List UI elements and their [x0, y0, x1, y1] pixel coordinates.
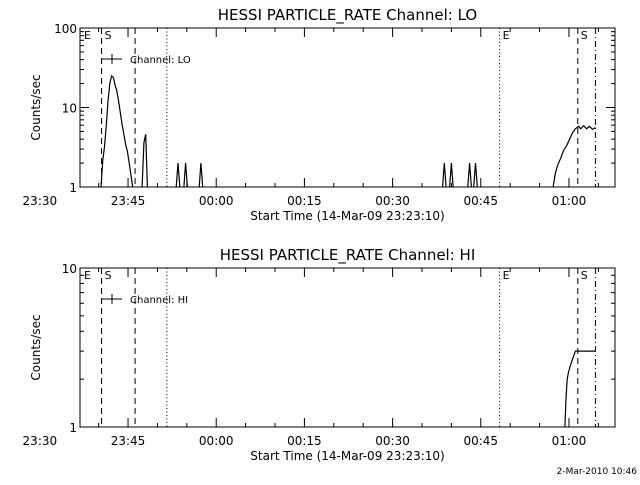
series-line — [467, 163, 472, 188]
event-marker-label: S — [581, 269, 588, 282]
x-tick-label: 23:45 — [111, 194, 146, 208]
event-marker-label: S — [105, 29, 112, 42]
x-tick-label: 01:00 — [552, 434, 587, 448]
event-marker-label: S — [105, 269, 112, 282]
event-marker-label: E — [503, 269, 510, 282]
x-tick-label: 00:30 — [375, 434, 410, 448]
plot-frame — [79, 267, 616, 428]
y-tick-label: 1 — [69, 421, 77, 435]
y-axis-label: Counts/sec — [29, 74, 43, 140]
series-line — [198, 163, 204, 188]
series-line — [552, 124, 596, 188]
x-tick-label: 00:15 — [287, 434, 322, 448]
event-marker-label: E — [84, 29, 91, 42]
event-marker-label: E — [503, 29, 510, 42]
x-tick-label: 00:45 — [463, 194, 498, 208]
x-tick-label: 23:45 — [111, 434, 146, 448]
x-axis-label: Start Time (14-Mar-09 23:23:10) — [250, 209, 444, 223]
y-tick-label: 100 — [54, 22, 77, 36]
panel-hi: HESSI PARTICLE_RATE Channel: HI 23:30 23:4… — [23, 246, 616, 463]
event-marker-label: E — [84, 269, 91, 282]
series-line — [442, 163, 447, 188]
series-line — [449, 163, 454, 188]
x-tick-label: 23:30 — [23, 194, 58, 208]
series-line — [141, 134, 148, 188]
series-line — [175, 163, 181, 188]
series-line — [473, 163, 478, 188]
legend-label: Channel: HI — [130, 295, 188, 306]
legend-label: Channel: LO — [130, 55, 191, 66]
panel-lo: HESSI PARTICLE_RATE Channel: LO 23:30 23:4… — [23, 6, 616, 223]
x-tick-label: 00:45 — [463, 434, 498, 448]
x-tick-label: 00:15 — [287, 194, 322, 208]
x-axis-label: Start Time (14-Mar-09 23:23:10) — [250, 449, 444, 463]
series-line — [564, 350, 596, 428]
chart-title: HESSI PARTICLE_RATE Channel: LO — [218, 6, 477, 25]
x-tick-label: 01:00 — [552, 194, 587, 208]
plot-frame — [79, 27, 616, 188]
x-tick-label: 00:00 — [199, 434, 234, 448]
series-line — [100, 74, 134, 188]
x-tick-label: 00:30 — [375, 194, 410, 208]
x-tick-label: 00:00 — [199, 194, 234, 208]
y-tick-label: 1 — [69, 181, 77, 195]
x-tick-label: 23:30 — [23, 434, 58, 448]
y-tick-label: 10 — [62, 262, 77, 276]
chart-title: HESSI PARTICLE_RATE Channel: HI — [220, 246, 476, 265]
footer-timestamp: 2-Mar-2010 10:46 — [557, 467, 638, 477]
series-line — [183, 163, 188, 188]
event-marker-label: S — [581, 29, 588, 42]
y-axis-label: Counts/sec — [29, 314, 43, 380]
y-tick-label: 10 — [62, 102, 77, 116]
